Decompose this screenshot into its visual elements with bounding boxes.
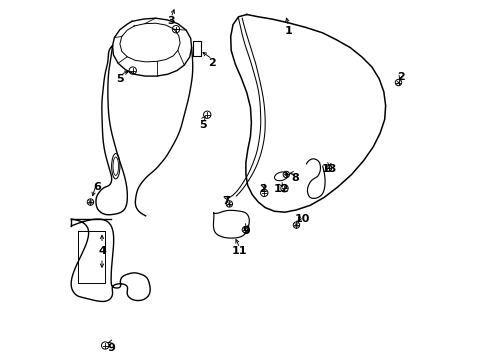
Text: 7: 7 (222, 196, 229, 206)
Text: 2: 2 (208, 58, 216, 68)
Text: 9: 9 (107, 343, 115, 353)
Text: 4: 4 (98, 246, 106, 256)
Text: 2: 2 (259, 184, 266, 194)
Text: 2: 2 (396, 72, 404, 82)
Text: 8: 8 (290, 173, 298, 183)
Text: 1: 1 (284, 26, 291, 36)
Text: 10: 10 (294, 214, 309, 224)
Text: 11: 11 (232, 246, 247, 256)
Text: 3: 3 (167, 17, 174, 26)
Text: 5: 5 (116, 74, 124, 84)
Text: 6: 6 (93, 182, 101, 192)
Text: 12: 12 (273, 184, 288, 194)
Text: 5: 5 (199, 120, 206, 130)
Text: 9: 9 (243, 226, 250, 235)
Text: 13: 13 (321, 163, 337, 174)
